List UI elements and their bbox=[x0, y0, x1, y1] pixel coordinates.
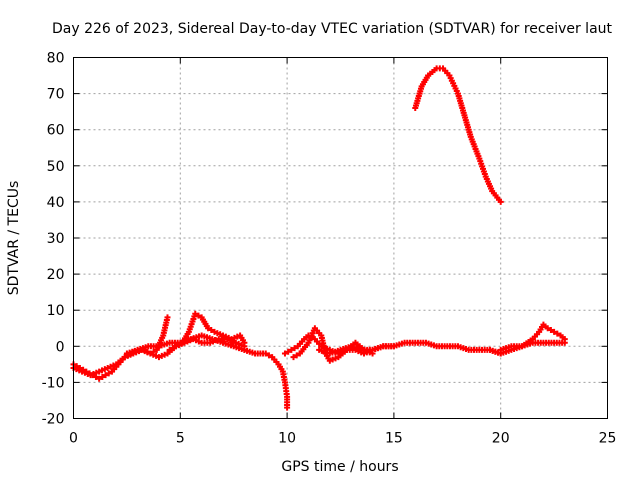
data-point bbox=[169, 345, 176, 352]
data-point bbox=[241, 339, 248, 346]
data-point bbox=[285, 348, 292, 355]
y-tick-label: -20 bbox=[42, 412, 65, 428]
data-point bbox=[173, 343, 180, 350]
y-tick-label: 0 bbox=[56, 339, 65, 355]
data-point bbox=[99, 373, 106, 380]
data-point bbox=[262, 350, 269, 357]
data-point bbox=[293, 352, 300, 359]
data-point bbox=[497, 198, 504, 205]
y-axis-label: SDTVAR / TECUs bbox=[6, 181, 22, 296]
y-tick-label: 70 bbox=[47, 87, 65, 103]
data-point bbox=[547, 327, 554, 334]
y-tick-label: 80 bbox=[47, 51, 65, 67]
data-point bbox=[208, 327, 215, 334]
x-tick-label: 10 bbox=[278, 431, 296, 447]
series-track-d bbox=[166, 310, 248, 353]
data-point bbox=[265, 352, 272, 359]
data-point bbox=[195, 312, 202, 319]
series-track-e bbox=[241, 346, 291, 411]
series-track-k bbox=[412, 65, 504, 205]
data-point bbox=[290, 354, 297, 361]
data-point bbox=[192, 310, 199, 317]
data-point bbox=[544, 325, 551, 332]
x-tick-label: 5 bbox=[176, 431, 185, 447]
data-point bbox=[102, 372, 109, 379]
data-point bbox=[166, 346, 173, 353]
data-point bbox=[176, 341, 183, 348]
data-point bbox=[164, 314, 171, 321]
data-point bbox=[561, 339, 568, 346]
series-track-j bbox=[497, 339, 568, 353]
y-tick-label: 10 bbox=[47, 303, 65, 319]
x-tick-label: 20 bbox=[492, 431, 510, 447]
x-tick-label: 0 bbox=[69, 431, 78, 447]
x-tick-label: 25 bbox=[599, 431, 617, 447]
y-tick-label: 50 bbox=[47, 159, 65, 175]
data-point bbox=[554, 330, 561, 337]
series-track-h bbox=[316, 339, 504, 357]
data-point bbox=[96, 375, 103, 382]
y-tick-label: 40 bbox=[47, 195, 65, 211]
data-point bbox=[284, 404, 291, 411]
data-marks bbox=[70, 65, 568, 411]
chart-title: Day 226 of 2023, Sidereal Day-to-day VTE… bbox=[52, 21, 613, 37]
y-tick-label: 30 bbox=[47, 231, 65, 247]
series-track-c bbox=[123, 332, 248, 357]
y-tick-label: -10 bbox=[42, 375, 65, 391]
x-tick-label: 15 bbox=[385, 431, 403, 447]
data-point bbox=[288, 346, 295, 353]
data-point bbox=[105, 370, 112, 377]
data-point bbox=[205, 325, 212, 332]
data-point bbox=[291, 345, 298, 352]
axis-ticks: -20 -10 0 10 20 30 40 50 60 70 80 0 5 10 15 20 25 bbox=[42, 51, 617, 447]
data-point bbox=[281, 350, 288, 357]
y-tick-label: 20 bbox=[47, 267, 65, 283]
y-tick-label: 60 bbox=[47, 123, 65, 139]
x-axis-label: GPS time / hours bbox=[281, 459, 398, 475]
data-point bbox=[551, 328, 558, 335]
